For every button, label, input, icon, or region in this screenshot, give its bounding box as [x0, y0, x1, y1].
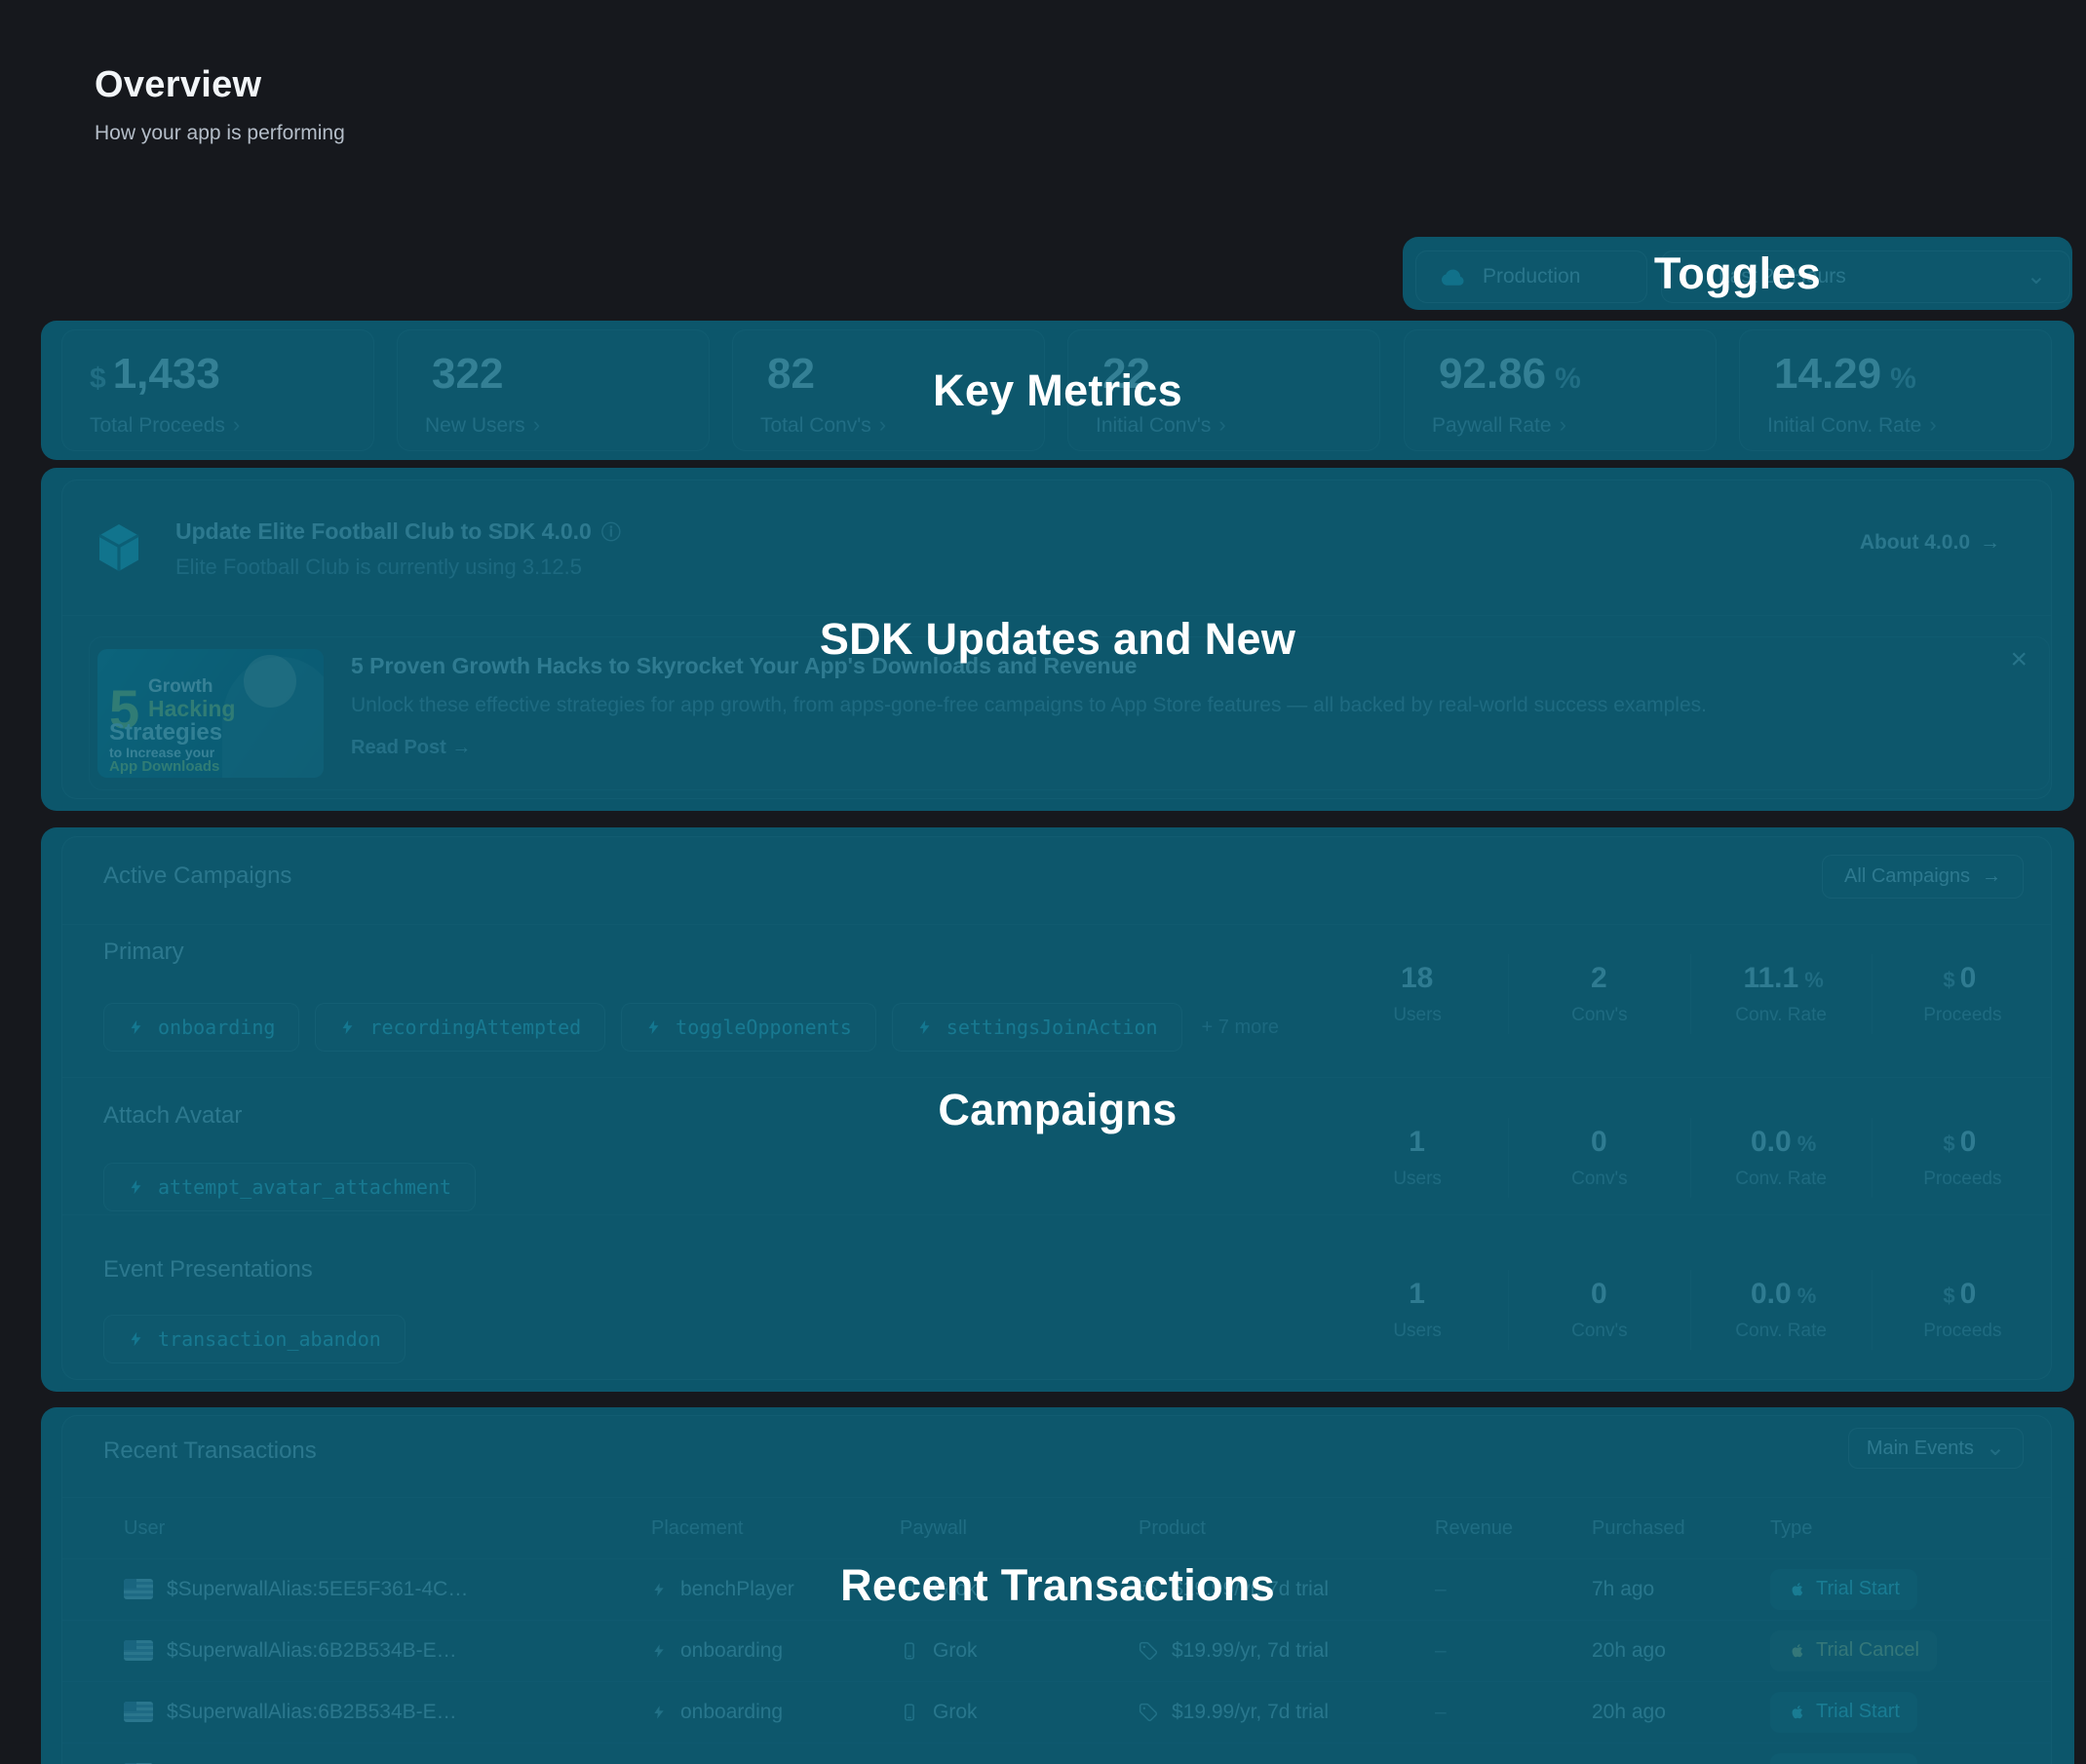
annotation-overlay-campaigns: Campaigns — [41, 827, 2074, 1392]
annotation-label: Recent Transactions — [840, 1560, 1275, 1610]
page-header: Overview How your app is performing — [95, 64, 345, 145]
annotation-overlay-recent-transactions: Recent Transactions — [41, 1407, 2074, 1764]
page-subtitle: How your app is performing — [95, 122, 345, 144]
annotation-label: Campaigns — [938, 1084, 1178, 1134]
annotation-label: SDK Updates and New — [819, 614, 1296, 664]
annotation-overlay-sdk-updates: SDK Updates and New — [41, 468, 2074, 811]
annotation-overlay-toggles: Toggles — [1403, 237, 2072, 310]
annotation-label: Toggles — [1653, 248, 1822, 298]
annotation-overlay-key-metrics: Key Metrics — [41, 321, 2074, 460]
annotation-label: Key Metrics — [933, 364, 1182, 415]
page-title: Overview — [95, 64, 262, 105]
